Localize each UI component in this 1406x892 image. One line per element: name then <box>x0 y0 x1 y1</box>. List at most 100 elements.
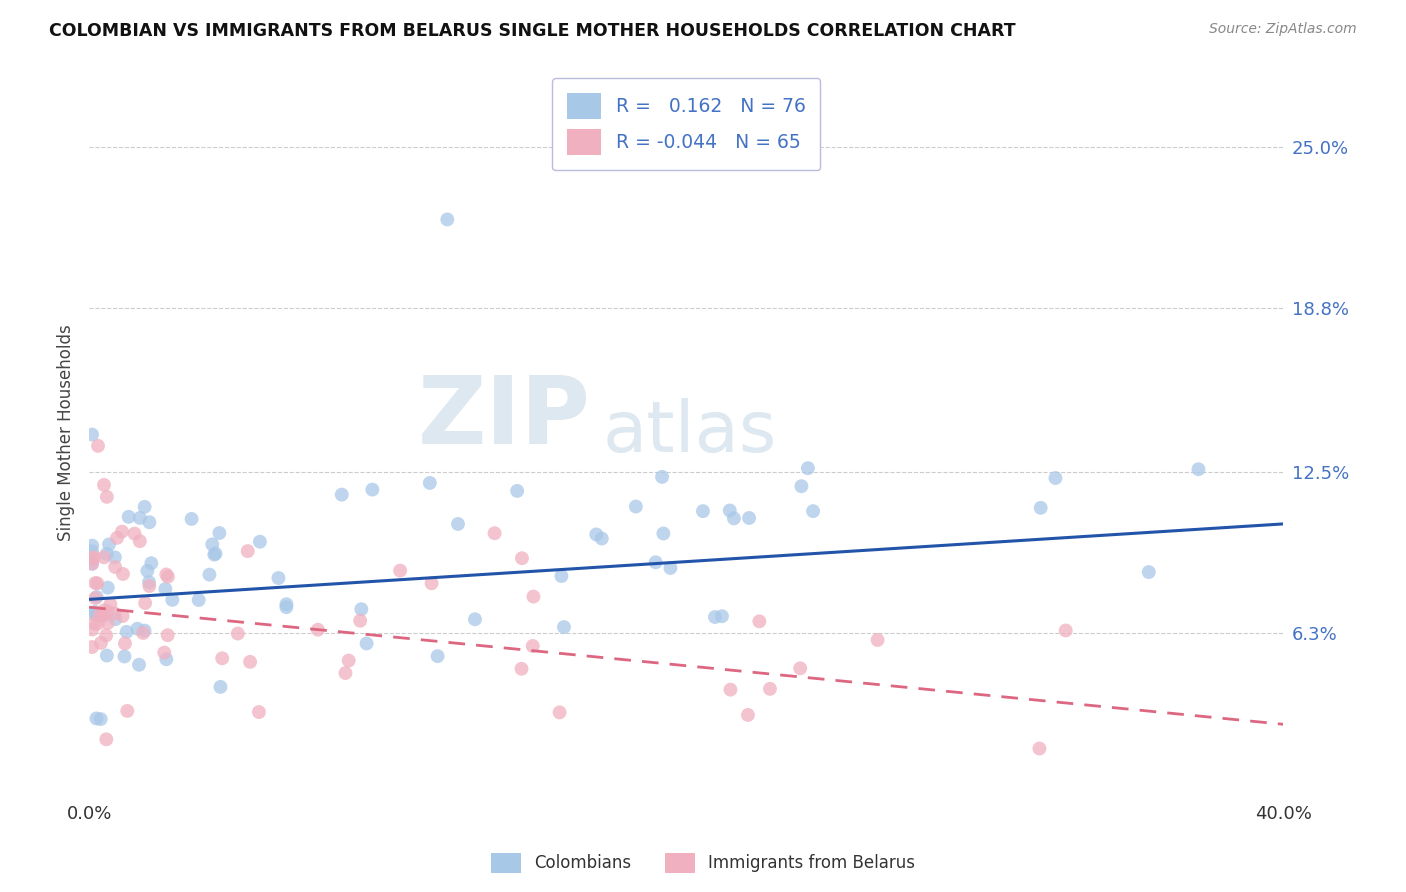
Point <box>129 511 152 525</box>
Point <box>103 607 125 621</box>
Legend: R =   0.162   N = 76, R = -0.044   N = 65: R = 0.162 N = 76, R = -0.044 N = 65 <box>551 78 821 170</box>
Point <box>104 550 127 565</box>
Point <box>155 582 177 596</box>
Point <box>624 500 647 514</box>
Point <box>204 547 226 561</box>
Point <box>506 483 529 498</box>
Point <box>356 636 378 650</box>
Point <box>335 666 357 681</box>
Point <box>118 509 141 524</box>
Point <box>156 628 179 642</box>
Point <box>522 590 544 604</box>
Point <box>111 609 134 624</box>
Point <box>90 712 112 726</box>
Point <box>111 566 134 581</box>
Text: atlas: atlas <box>603 399 778 467</box>
Point <box>276 597 298 611</box>
Point <box>723 511 745 525</box>
Point <box>211 651 233 665</box>
Point <box>659 561 682 575</box>
Point <box>187 593 209 607</box>
Point <box>86 590 108 604</box>
Point <box>82 551 104 566</box>
Point <box>115 624 138 639</box>
Y-axis label: Single Mother Households: Single Mother Households <box>58 325 75 541</box>
Point <box>104 560 127 574</box>
Point <box>80 557 103 571</box>
Point <box>91 608 114 623</box>
Point <box>202 548 225 562</box>
Text: COLOMBIAN VS IMMIGRANTS FROM BELARUS SINGLE MOTHER HOUSEHOLDS CORRELATION CHART: COLOMBIAN VS IMMIGRANTS FROM BELARUS SIN… <box>49 22 1015 40</box>
Point <box>114 636 136 650</box>
Point <box>84 591 107 605</box>
Point <box>1029 500 1052 515</box>
Point <box>80 427 103 442</box>
Point <box>96 648 118 663</box>
Point <box>550 569 572 583</box>
Point <box>87 439 110 453</box>
Point <box>86 576 108 591</box>
Point <box>389 564 412 578</box>
Point <box>738 511 761 525</box>
Point <box>209 680 232 694</box>
Point <box>80 623 103 637</box>
Point <box>692 504 714 518</box>
Point <box>117 704 139 718</box>
Point <box>127 622 149 636</box>
Point <box>90 636 112 650</box>
Point <box>82 539 104 553</box>
Point <box>789 661 811 675</box>
Point <box>748 615 770 629</box>
Point <box>134 624 156 638</box>
Point <box>704 610 727 624</box>
Point <box>198 567 221 582</box>
Point <box>98 537 121 551</box>
Point <box>153 646 176 660</box>
Point <box>1137 565 1160 579</box>
Point <box>180 512 202 526</box>
Point <box>419 475 441 490</box>
Point <box>330 487 353 501</box>
Point <box>134 500 156 514</box>
Point <box>436 212 458 227</box>
Point <box>134 596 156 610</box>
Point <box>82 607 104 621</box>
Text: ZIP: ZIP <box>418 372 591 464</box>
Point <box>80 544 103 558</box>
Point <box>1045 471 1067 485</box>
Point <box>156 570 179 584</box>
Point <box>591 532 613 546</box>
Point <box>96 547 118 561</box>
Legend: Colombians, Immigrants from Belarus: Colombians, Immigrants from Belarus <box>484 847 922 880</box>
Point <box>93 603 115 617</box>
Point <box>155 652 177 666</box>
Point <box>247 705 270 719</box>
Point <box>96 628 118 642</box>
Point <box>249 534 271 549</box>
Point <box>267 571 290 585</box>
Point <box>93 478 115 492</box>
Point <box>426 649 449 664</box>
Point <box>797 461 820 475</box>
Text: Source: ZipAtlas.com: Source: ZipAtlas.com <box>1209 22 1357 37</box>
Point <box>155 567 177 582</box>
Point <box>162 592 184 607</box>
Point <box>350 602 373 616</box>
Point <box>644 555 666 569</box>
Point <box>136 564 159 578</box>
Point <box>91 609 114 624</box>
Point <box>201 537 224 551</box>
Point <box>522 639 544 653</box>
Point <box>86 711 108 725</box>
Point <box>737 708 759 723</box>
Point <box>1054 624 1077 638</box>
Point <box>720 682 742 697</box>
Point <box>83 616 105 631</box>
Point <box>96 604 118 618</box>
Point <box>276 600 298 615</box>
Point <box>651 470 673 484</box>
Point <box>132 626 155 640</box>
Point <box>93 550 115 565</box>
Point <box>464 612 486 626</box>
Point <box>141 556 163 570</box>
